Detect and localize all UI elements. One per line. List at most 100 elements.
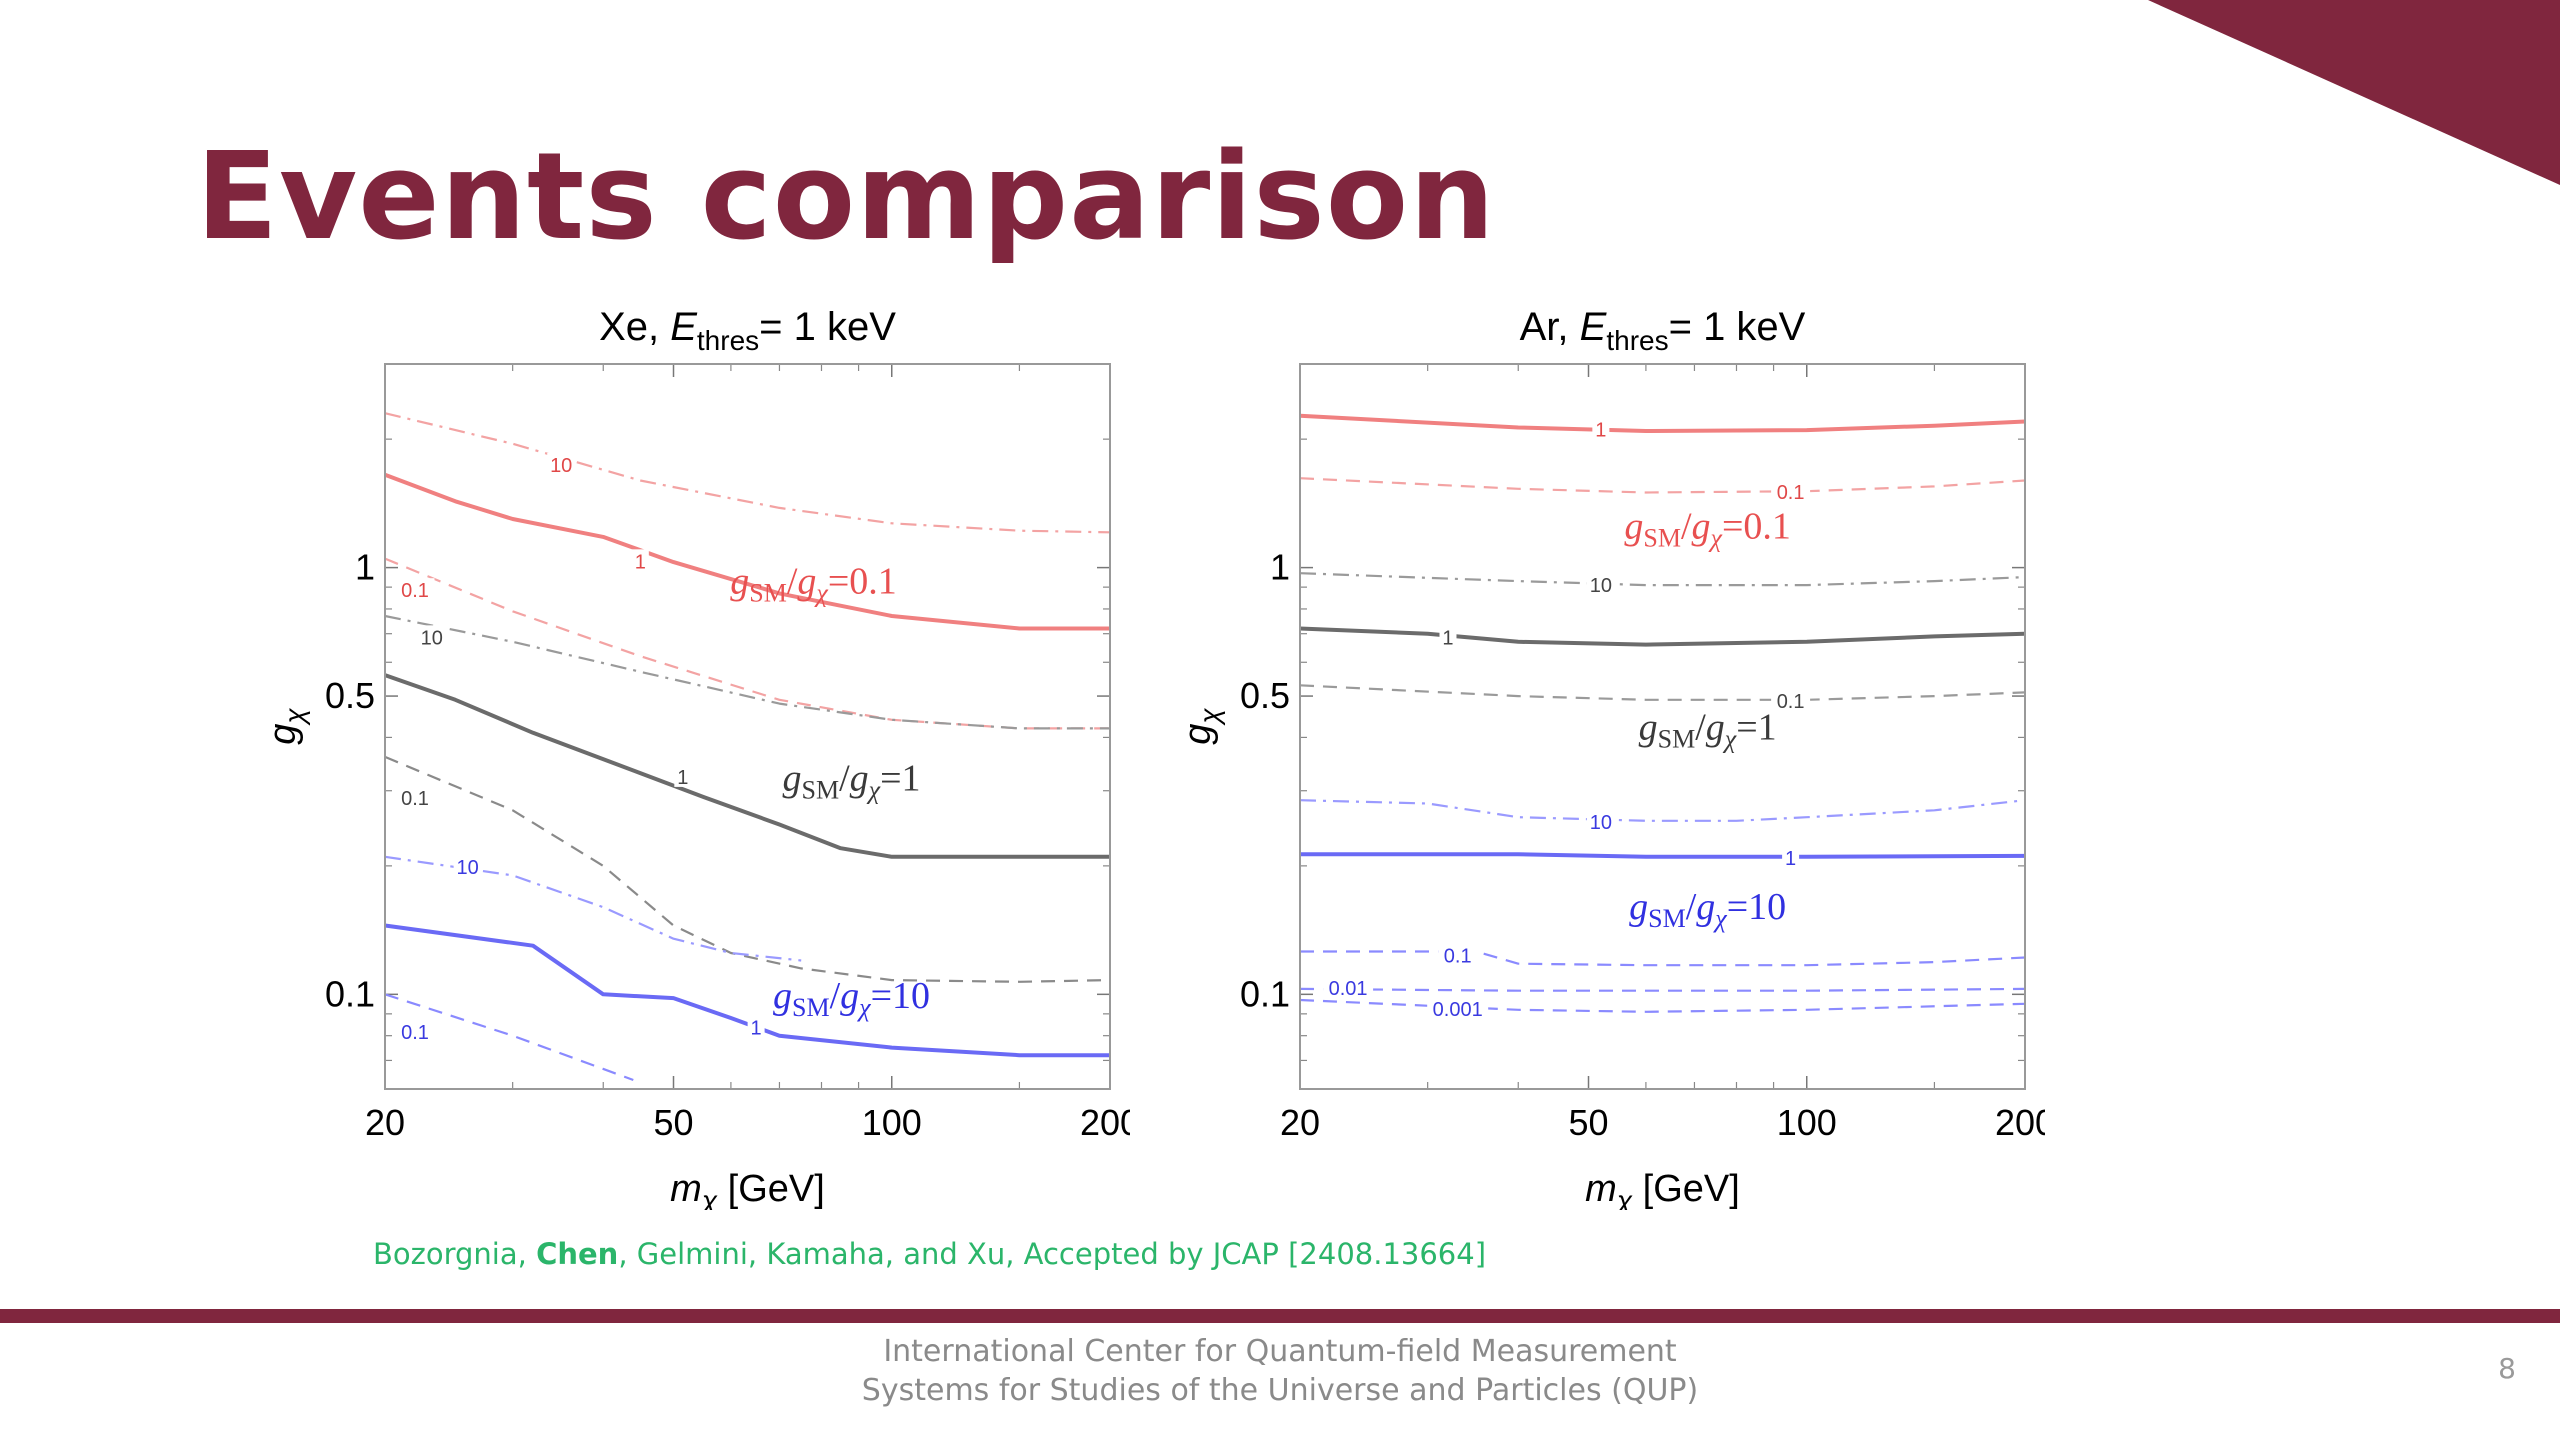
x-axis-label-subscript: χ	[699, 1185, 718, 1210]
footer-org-line1: International Center for Quantum-field M…	[883, 1334, 1677, 1369]
ratio-annotation-sm: SM	[1648, 904, 1686, 933]
contour-label: 1	[635, 551, 646, 573]
series-red-solid-contour-1	[384, 472, 1110, 631]
contour-label-bg	[1586, 809, 1615, 832]
y-axis-label-subscript: χ	[1194, 708, 1225, 727]
x-axis-label-m: m	[1585, 1168, 1617, 1210]
series-blue-solid-contour-1	[1300, 852, 2026, 859]
series-blue-dashdot-contour-10	[384, 855, 802, 962]
ratio-annotation-g: g	[1624, 506, 1643, 548]
y-axis-label: gχ	[1177, 708, 1225, 745]
y-tick-label: 0.1	[325, 973, 375, 1014]
contour-label-bg	[631, 549, 649, 572]
contour-label-bg	[395, 786, 435, 809]
y-tick-label: 1	[1270, 547, 1290, 588]
chart-title: Xe, Ethres= 1 keV	[599, 305, 896, 356]
ratio-annotation: gSM/gχ=1	[1639, 707, 1777, 754]
ratio-annotation-g: g	[782, 758, 801, 800]
contour-label: 0.1	[1444, 945, 1472, 967]
ratio-annotation-slash: /	[1681, 506, 1692, 548]
x-tick-label: 100	[1777, 1102, 1837, 1143]
contour-label-bg	[1771, 688, 1811, 711]
contour-label-bg	[1592, 417, 1610, 440]
chart-ar: Ar, Ethres= 1 keV20501002000.10.5110.110…	[1177, 305, 2045, 1210]
contour-label-bg	[1586, 573, 1615, 596]
citation-authors-after: , Gelmini, Kamaha, and Xu, Accepted by J…	[618, 1237, 1487, 1271]
chart-title-suffix: = 1 keV	[759, 305, 896, 349]
y-axis-label-subscript: χ	[279, 708, 310, 727]
contour-label: 1	[677, 767, 688, 789]
citation: Bozorgnia, Chen, Gelmini, Kamaha, and Xu…	[373, 1237, 1486, 1271]
ratio-annotation-value: =1	[880, 758, 920, 800]
contour-label: 0.1	[401, 580, 429, 602]
ratio-annotation-g2: g	[1696, 886, 1715, 928]
ratio-annotation-value: =0.1	[1722, 506, 1791, 548]
contour-label-bg	[417, 625, 446, 648]
series-blue-solid-contour-1	[384, 923, 1110, 1058]
contour-label: 10	[550, 455, 572, 477]
ratio-annotation-slash: /	[1686, 886, 1697, 928]
x-tick-label: 200	[1995, 1102, 2045, 1143]
x-tick-label: 20	[365, 1102, 405, 1143]
contour-label: 1	[1785, 848, 1796, 870]
ratio-annotation: gSM/gχ=10	[773, 975, 930, 1022]
series-black-solid-contour-1	[1299, 626, 2026, 647]
ratio-annotation-g: g	[730, 560, 749, 602]
series-blue-dashdot-contour-10	[1299, 799, 2026, 822]
citation-highlight-author: Chen	[536, 1237, 619, 1271]
contour-label: 10	[456, 857, 478, 879]
series-black-dashdot-contour-10	[1299, 572, 2026, 587]
chart-title-suffix: = 1 keV	[1669, 305, 1806, 349]
ratio-annotation-value: =10	[871, 975, 930, 1017]
footer-bar	[0, 1309, 2560, 1323]
ratio-annotation-g2: g	[850, 758, 869, 800]
chart-xe: Xe, Ethres= 1 keV 20 50 100 200 0.1 0.5 1 10 1 0.1…	[262, 305, 1130, 1210]
contour-label: 10	[1590, 812, 1612, 834]
series-blue-dashed-contour-0p1	[1300, 950, 2026, 967]
ratio-annotation-chi: χ	[856, 993, 871, 1022]
contour-label: 1	[751, 1018, 762, 1040]
contour-label-bg	[1439, 625, 1457, 648]
contour-label: 10	[421, 627, 443, 649]
ratio-annotation: gSM/gχ=0.1	[730, 560, 897, 607]
ratio-annotation-value: =0.1	[828, 560, 897, 602]
series-red-dashed-contour-0p1	[384, 557, 1110, 730]
x-axis-label-unit: [GeV]	[717, 1168, 825, 1210]
ratio-annotation-slash: /	[1695, 707, 1706, 749]
x-tick-label: 200	[1080, 1102, 1130, 1143]
series-red-dashdot-contour-10	[384, 412, 1111, 534]
corner-triangle	[2148, 0, 2560, 185]
ratio-annotation-sm: SM	[1643, 524, 1681, 553]
contour-label-bg	[395, 578, 435, 601]
ratio-annotation-chi: χ	[1712, 904, 1727, 933]
x-axis-label-subscript: χ	[1614, 1185, 1633, 1210]
series-black-dashed-contour-0p1	[384, 755, 1111, 983]
ratio-annotation-chi: χ	[813, 578, 828, 607]
chart-panel-ar: Ar, Ethres= 1 keV20501002000.10.5110.110…	[1165, 290, 2045, 1210]
x-axis-label-m: m	[670, 1168, 702, 1210]
x-axis-label-unit: [GeV]	[1632, 1168, 1740, 1210]
ratio-annotation-chi: χ	[1722, 725, 1737, 754]
ratio-annotation-g2: g	[1692, 506, 1711, 548]
y-tick-label: 0.5	[1240, 675, 1290, 716]
ratio-annotation-g2: g	[797, 560, 816, 602]
chart-title-subscript: thres	[1606, 325, 1668, 356]
ratio-annotation-g: g	[773, 975, 792, 1017]
chart-panel-xe: Xe, Ethres= 1 keV 20 50 100 200 0.1 0.5 1 10 1 0.1…	[250, 290, 1130, 1210]
contour-label: 0.1	[1777, 482, 1805, 504]
ratio-annotation-g: g	[1639, 707, 1658, 749]
ratio-annotation-chi: χ	[1708, 524, 1723, 553]
x-axis-label: mχ [GeV]	[670, 1168, 825, 1210]
ratio-annotation-value: =10	[1727, 886, 1786, 928]
chart-title-e: E	[670, 305, 698, 349]
contour-label: 1	[1595, 419, 1606, 441]
contour-label-bg	[1323, 976, 1374, 999]
x-tick-label: 50	[653, 1102, 693, 1143]
slide-title: Events comparison	[196, 128, 1496, 267]
y-tick-label: 0.5	[325, 675, 375, 716]
y-axis-label: gχ	[262, 708, 310, 745]
series-black-dashed-contour-0p1	[1299, 684, 2026, 701]
series-red-solid-contour-1	[1299, 413, 2026, 433]
ratio-annotation-sm: SM	[1658, 725, 1696, 754]
contour-label-bg	[395, 1020, 435, 1043]
